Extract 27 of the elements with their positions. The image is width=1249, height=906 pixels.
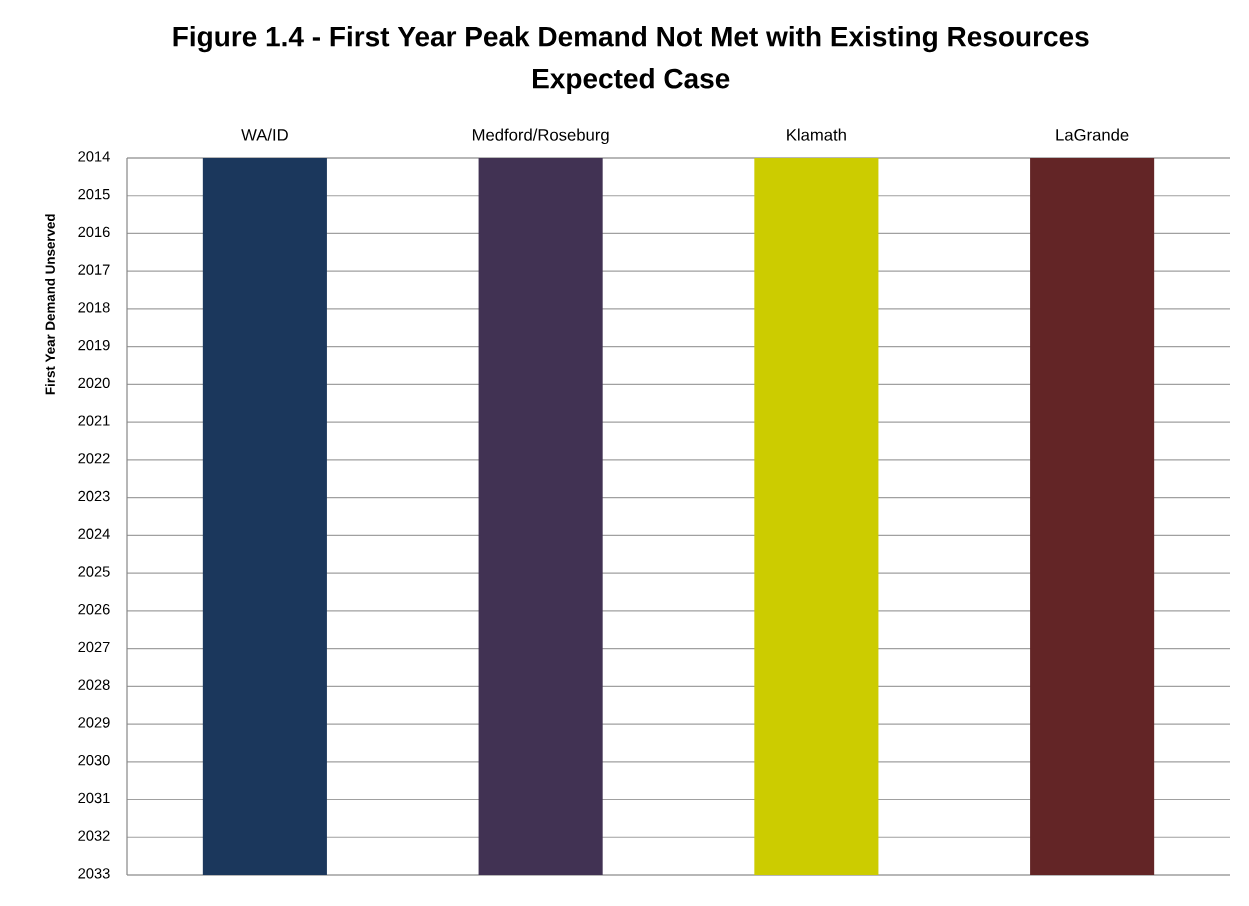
- y-tick-label: 2030: [78, 755, 110, 766]
- y-tick-label: 2029: [78, 717, 110, 728]
- y-tick-label: 2026: [78, 604, 110, 615]
- y-tick-label: 2018: [78, 302, 110, 313]
- y-tick-label: 2033: [78, 868, 110, 879]
- y-axis-title: First Year Demand Unserved: [45, 214, 55, 395]
- y-tick-label: 2020: [78, 377, 110, 389]
- chart-subtitle: Expected Case: [533, 67, 730, 95]
- x-tick-label: Medford/Roseburg: [472, 128, 609, 145]
- y-tick-label: 2027: [78, 641, 110, 653]
- chart-title: Figure 1.4 - First Year Peak Demand Not Met with Existing Resources: [173, 25, 1089, 53]
- y-tick-label: 2022: [78, 453, 110, 464]
- y-tick-label: 2031: [78, 792, 110, 804]
- y-tick-label: 2015: [78, 188, 110, 200]
- y-tick-label: 2028: [78, 679, 110, 690]
- x-tick-label: LaGrande: [1056, 128, 1129, 141]
- x-tick-label: Klamath: [787, 128, 846, 141]
- y-tick-label: 2025: [78, 566, 110, 577]
- y-tick-label: 2032: [78, 830, 110, 841]
- y-tick-label: 2021: [78, 415, 110, 426]
- y-tick-label: 2016: [78, 226, 110, 238]
- x-tick-label: WA/ID: [241, 128, 288, 141]
- y-tick-label: 2024: [78, 528, 110, 539]
- y-tick-label: 2023: [78, 490, 110, 502]
- y-tick-label: 2014: [78, 151, 110, 162]
- y-tick-label: 2019: [78, 339, 110, 351]
- y-tick-label: 2017: [78, 264, 110, 275]
